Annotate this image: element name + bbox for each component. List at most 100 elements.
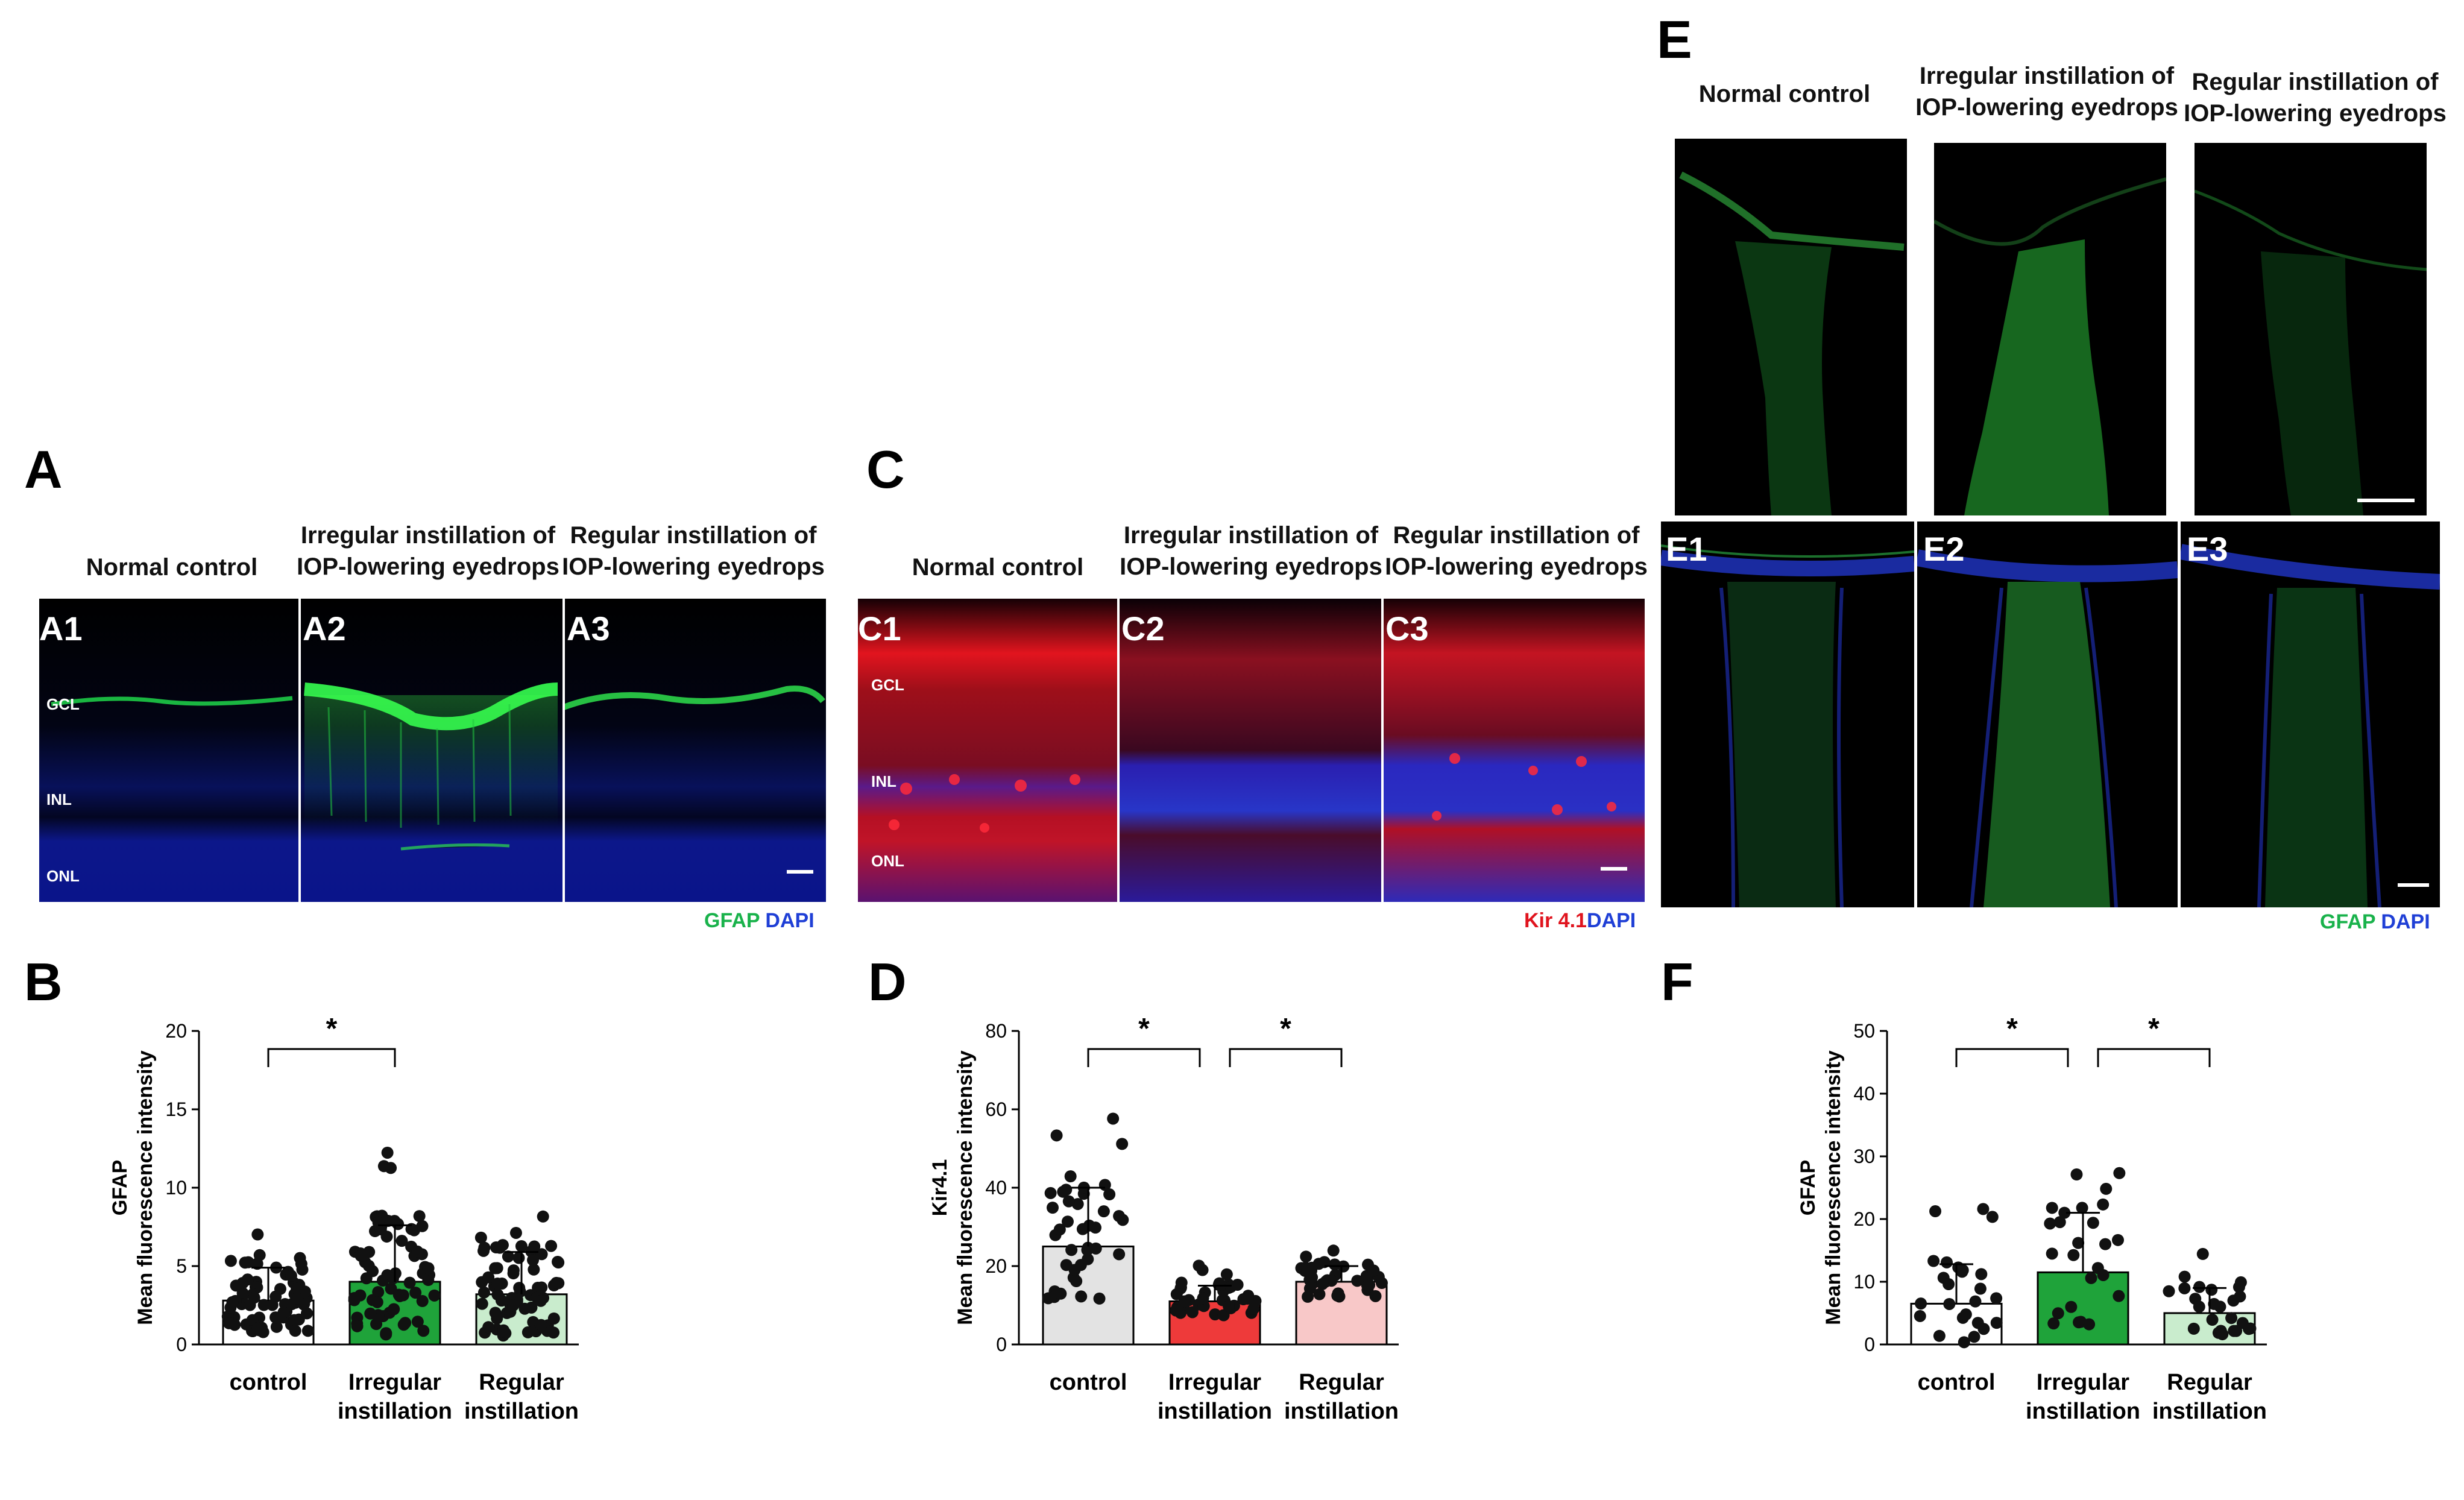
panel-e-overview-2 [1934,143,2166,515]
data-point [1300,1250,1312,1263]
chart-f: GFAP Mean fluorescence intensity 0 10 20 30 40… [1797,1013,2267,1424]
data-point [2075,1316,2087,1328]
data-point [491,1312,503,1325]
data-point [1175,1276,1188,1289]
y-axis-label: GFAP [109,1160,131,1216]
data-point [1060,1259,1073,1272]
data-point [413,1210,426,1223]
data-point [411,1316,424,1328]
data-point [535,1248,548,1261]
panel-c-scale-bar [1601,867,1627,871]
data-point [528,1263,540,1276]
data-point [351,1311,364,1324]
data-point [509,1226,522,1239]
data-point [1943,1297,1956,1310]
data-point [251,1228,264,1241]
data-point [1302,1290,1314,1303]
data-point [2085,1272,2097,1284]
data-point [1977,1323,1990,1335]
data-point [502,1250,514,1263]
data-point [1375,1277,1388,1290]
data-point [2076,1202,2088,1214]
x-tick-label: Regular [479,1370,564,1395]
data-point [1113,1248,1126,1261]
x-tick-label: control [230,1370,307,1395]
data-point [1223,1300,1235,1312]
y-tick-label: 0 [176,1334,187,1355]
panel-a-stain-legend: GFAP DAPI [704,909,815,933]
panel-e-image-label-1: E1 [1666,530,1707,568]
data-point [380,1231,393,1243]
data-point [1074,1259,1087,1272]
panel-letter-e: E [1657,10,1692,69]
data-point [2225,1312,2238,1325]
panel-a-image-label-3: A3 [567,610,610,648]
data-point [395,1235,408,1247]
data-point [289,1325,301,1337]
data-point [1053,1223,1066,1236]
data-point [1975,1268,1988,1281]
panel-c-stain-marker: Kir 4.1 [1524,909,1587,932]
x-tick-label: instillation [2152,1399,2267,1424]
data-point [1093,1292,1106,1305]
data-point [226,1296,239,1308]
x-tick-label: instillation [1284,1399,1399,1424]
data-point [474,1231,487,1244]
data-point [251,1322,264,1334]
significance-bracket [267,1048,396,1067]
panel-a-stain-marker: GFAP [704,909,760,932]
data-point [386,1272,399,1285]
chart-d: Kir4.1 Mean fluorescence intensity 0 20 40 60… [928,1013,1399,1424]
data-point [248,1291,260,1304]
data-point [266,1299,279,1311]
data-point [1958,1336,1970,1349]
x-tick-label: Regular [1299,1370,1384,1395]
data-point [1050,1129,1063,1142]
data-point [2044,1217,2056,1230]
bar [2037,1271,2129,1346]
data-point [377,1160,390,1173]
data-point [1316,1278,1329,1290]
panel-c-layer-gcl: GCL [871,676,904,694]
y-axis-label: Mean fluorescence intensity [134,1050,157,1325]
data-point [1941,1256,1953,1268]
data-point [1367,1264,1380,1277]
data-point [388,1303,400,1316]
data-point [2113,1290,2125,1302]
panel-e-condition-1: Normal control [1698,81,1871,107]
panel-c-micrograph: C1 C2 C3 GCL INL ONL [858,599,1645,902]
panel-c-image-label-3: C3 [1385,610,1429,648]
panel-e-merge-2-art [1917,549,2178,907]
y-tick-label: 0 [996,1334,1007,1355]
data-point [2163,1285,2175,1297]
data-point [528,1240,541,1253]
data-point [507,1299,520,1312]
data-point [417,1325,430,1337]
y-axis-label: Mean fluorescence intensity [954,1050,977,1325]
data-point [2058,1206,2071,1219]
data-point [230,1279,242,1292]
data-point [351,1320,364,1332]
data-point [285,1269,297,1282]
data-point [497,1325,510,1338]
data-point [489,1262,502,1275]
y-tick-label: 40 [1853,1083,1875,1105]
data-point [371,1296,383,1308]
y-tick-label: 60 [985,1098,1007,1120]
data-point [242,1256,254,1268]
data-point [1103,1188,1116,1201]
data-point [1313,1288,1326,1300]
data-point [1064,1170,1077,1183]
data-point [534,1294,547,1307]
data-point [370,1318,383,1331]
panel-c-layer-inl: INL [871,772,896,790]
x-tick-label: Irregular [348,1370,441,1395]
data-point [295,1258,307,1270]
x-tick-label: control [1050,1370,1127,1395]
y-tick-label: 30 [1853,1145,1875,1167]
data-point [550,1276,562,1289]
data-point [535,1319,547,1331]
data-point [1327,1244,1340,1257]
panel-a-condition-3: Regular instillation of IOP-lowering eye… [562,522,825,580]
data-point [1968,1331,1980,1343]
